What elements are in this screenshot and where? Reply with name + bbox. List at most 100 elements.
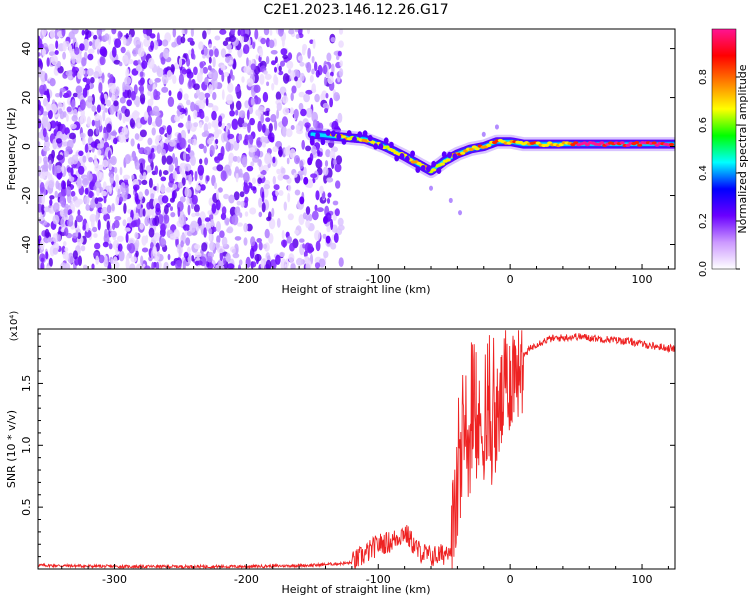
noise-blob bbox=[104, 228, 108, 239]
noise-blob bbox=[275, 189, 279, 197]
noise-blob bbox=[314, 93, 320, 103]
noise-blob bbox=[251, 177, 257, 184]
noise-blob bbox=[117, 243, 123, 252]
noise-blob bbox=[215, 138, 219, 145]
noise-blob bbox=[144, 209, 151, 219]
noise-blob bbox=[184, 163, 192, 172]
noise-blob bbox=[335, 155, 343, 165]
ridge-core bbox=[544, 143, 550, 147]
noise-blob bbox=[253, 84, 261, 94]
noise-blob bbox=[187, 144, 191, 154]
x-tick-label: 100 bbox=[632, 573, 653, 586]
noise-blob bbox=[221, 71, 225, 82]
noise-blob bbox=[242, 156, 248, 168]
noise-blob bbox=[166, 155, 173, 165]
noise-blob bbox=[52, 247, 59, 255]
ridge-blob bbox=[415, 166, 421, 173]
noise-blob bbox=[239, 35, 244, 44]
noise-blob bbox=[169, 139, 176, 147]
noise-blob bbox=[152, 105, 160, 116]
noise-blob bbox=[137, 47, 145, 57]
noise-blob bbox=[227, 133, 235, 140]
ridge-core bbox=[439, 162, 445, 166]
noise-blob bbox=[40, 261, 45, 269]
noise-blob bbox=[318, 258, 326, 268]
noise-blob bbox=[135, 212, 139, 220]
noise-blob bbox=[94, 118, 101, 129]
noise-blob bbox=[222, 40, 229, 47]
noise-blob bbox=[139, 83, 144, 95]
noise-blob bbox=[325, 235, 331, 244]
noise-blob bbox=[170, 64, 175, 73]
noise-blob bbox=[315, 240, 321, 252]
noise-blob bbox=[78, 165, 85, 175]
noise-blob bbox=[54, 50, 59, 55]
noise-blob bbox=[171, 190, 176, 202]
noise-blob bbox=[74, 46, 80, 55]
noise-blob bbox=[48, 179, 55, 189]
noise-blob bbox=[159, 126, 165, 135]
noise-blob bbox=[53, 165, 58, 177]
noise-blob bbox=[109, 163, 112, 171]
noise-blob bbox=[215, 221, 221, 233]
noise-blob bbox=[214, 48, 219, 58]
noise-blob bbox=[196, 89, 201, 97]
noise-blob bbox=[289, 107, 294, 115]
noise-blob bbox=[147, 57, 155, 69]
noise-blob bbox=[172, 171, 176, 180]
noise-blob bbox=[224, 164, 231, 173]
noise-blob bbox=[213, 182, 218, 190]
noise-blob bbox=[255, 54, 259, 60]
noise-blob bbox=[297, 29, 303, 36]
noise-blob bbox=[199, 158, 203, 165]
noise-blob bbox=[115, 247, 119, 256]
noise-blob bbox=[307, 157, 313, 166]
noise-blob bbox=[481, 131, 486, 137]
noise-blob bbox=[252, 155, 260, 163]
noise-blob bbox=[289, 242, 295, 252]
x-tick-label: -200 bbox=[234, 273, 259, 286]
noise-blob bbox=[78, 150, 84, 157]
noise-blob bbox=[177, 105, 182, 110]
noise-blob bbox=[203, 130, 210, 137]
noise-blob bbox=[160, 183, 165, 195]
noise-blob bbox=[262, 142, 266, 148]
noise-blob bbox=[82, 224, 86, 231]
ridge-core bbox=[460, 151, 466, 155]
noise-blob bbox=[41, 111, 49, 116]
noise-blob bbox=[198, 143, 205, 149]
noise-blob bbox=[323, 216, 329, 225]
noise-blob bbox=[206, 260, 210, 268]
noise-blob bbox=[112, 239, 119, 251]
noise-blob bbox=[190, 155, 196, 166]
x-tick-label: -200 bbox=[234, 573, 259, 586]
noise-blob bbox=[267, 255, 271, 262]
noise-blob bbox=[208, 228, 213, 235]
noise-blob bbox=[335, 180, 341, 189]
noise-blob bbox=[155, 116, 163, 127]
noise-blob bbox=[290, 92, 294, 102]
noise-blob bbox=[119, 166, 123, 176]
noise-blob bbox=[106, 204, 112, 214]
noise-blob bbox=[277, 70, 284, 76]
ridge-blob bbox=[420, 165, 426, 172]
noise-blob bbox=[233, 191, 240, 201]
noise-blob bbox=[60, 217, 65, 228]
noise-blob bbox=[179, 196, 186, 203]
noise-blob bbox=[275, 76, 279, 86]
y-tick-label: -20 bbox=[20, 187, 33, 205]
noise-blob bbox=[258, 197, 263, 208]
noise-blob bbox=[260, 259, 265, 269]
noise-blob bbox=[260, 114, 265, 124]
noise-blob bbox=[186, 99, 191, 106]
noise-blob bbox=[59, 123, 66, 135]
noise-blob bbox=[261, 202, 266, 213]
noise-blob bbox=[175, 259, 182, 269]
noise-blob bbox=[121, 126, 129, 135]
noise-blob bbox=[178, 73, 184, 85]
noise-blob bbox=[93, 34, 98, 40]
noise-blob bbox=[196, 223, 200, 232]
snr-background bbox=[38, 329, 675, 569]
ridge-blob bbox=[389, 141, 394, 149]
noise-blob bbox=[154, 215, 160, 227]
